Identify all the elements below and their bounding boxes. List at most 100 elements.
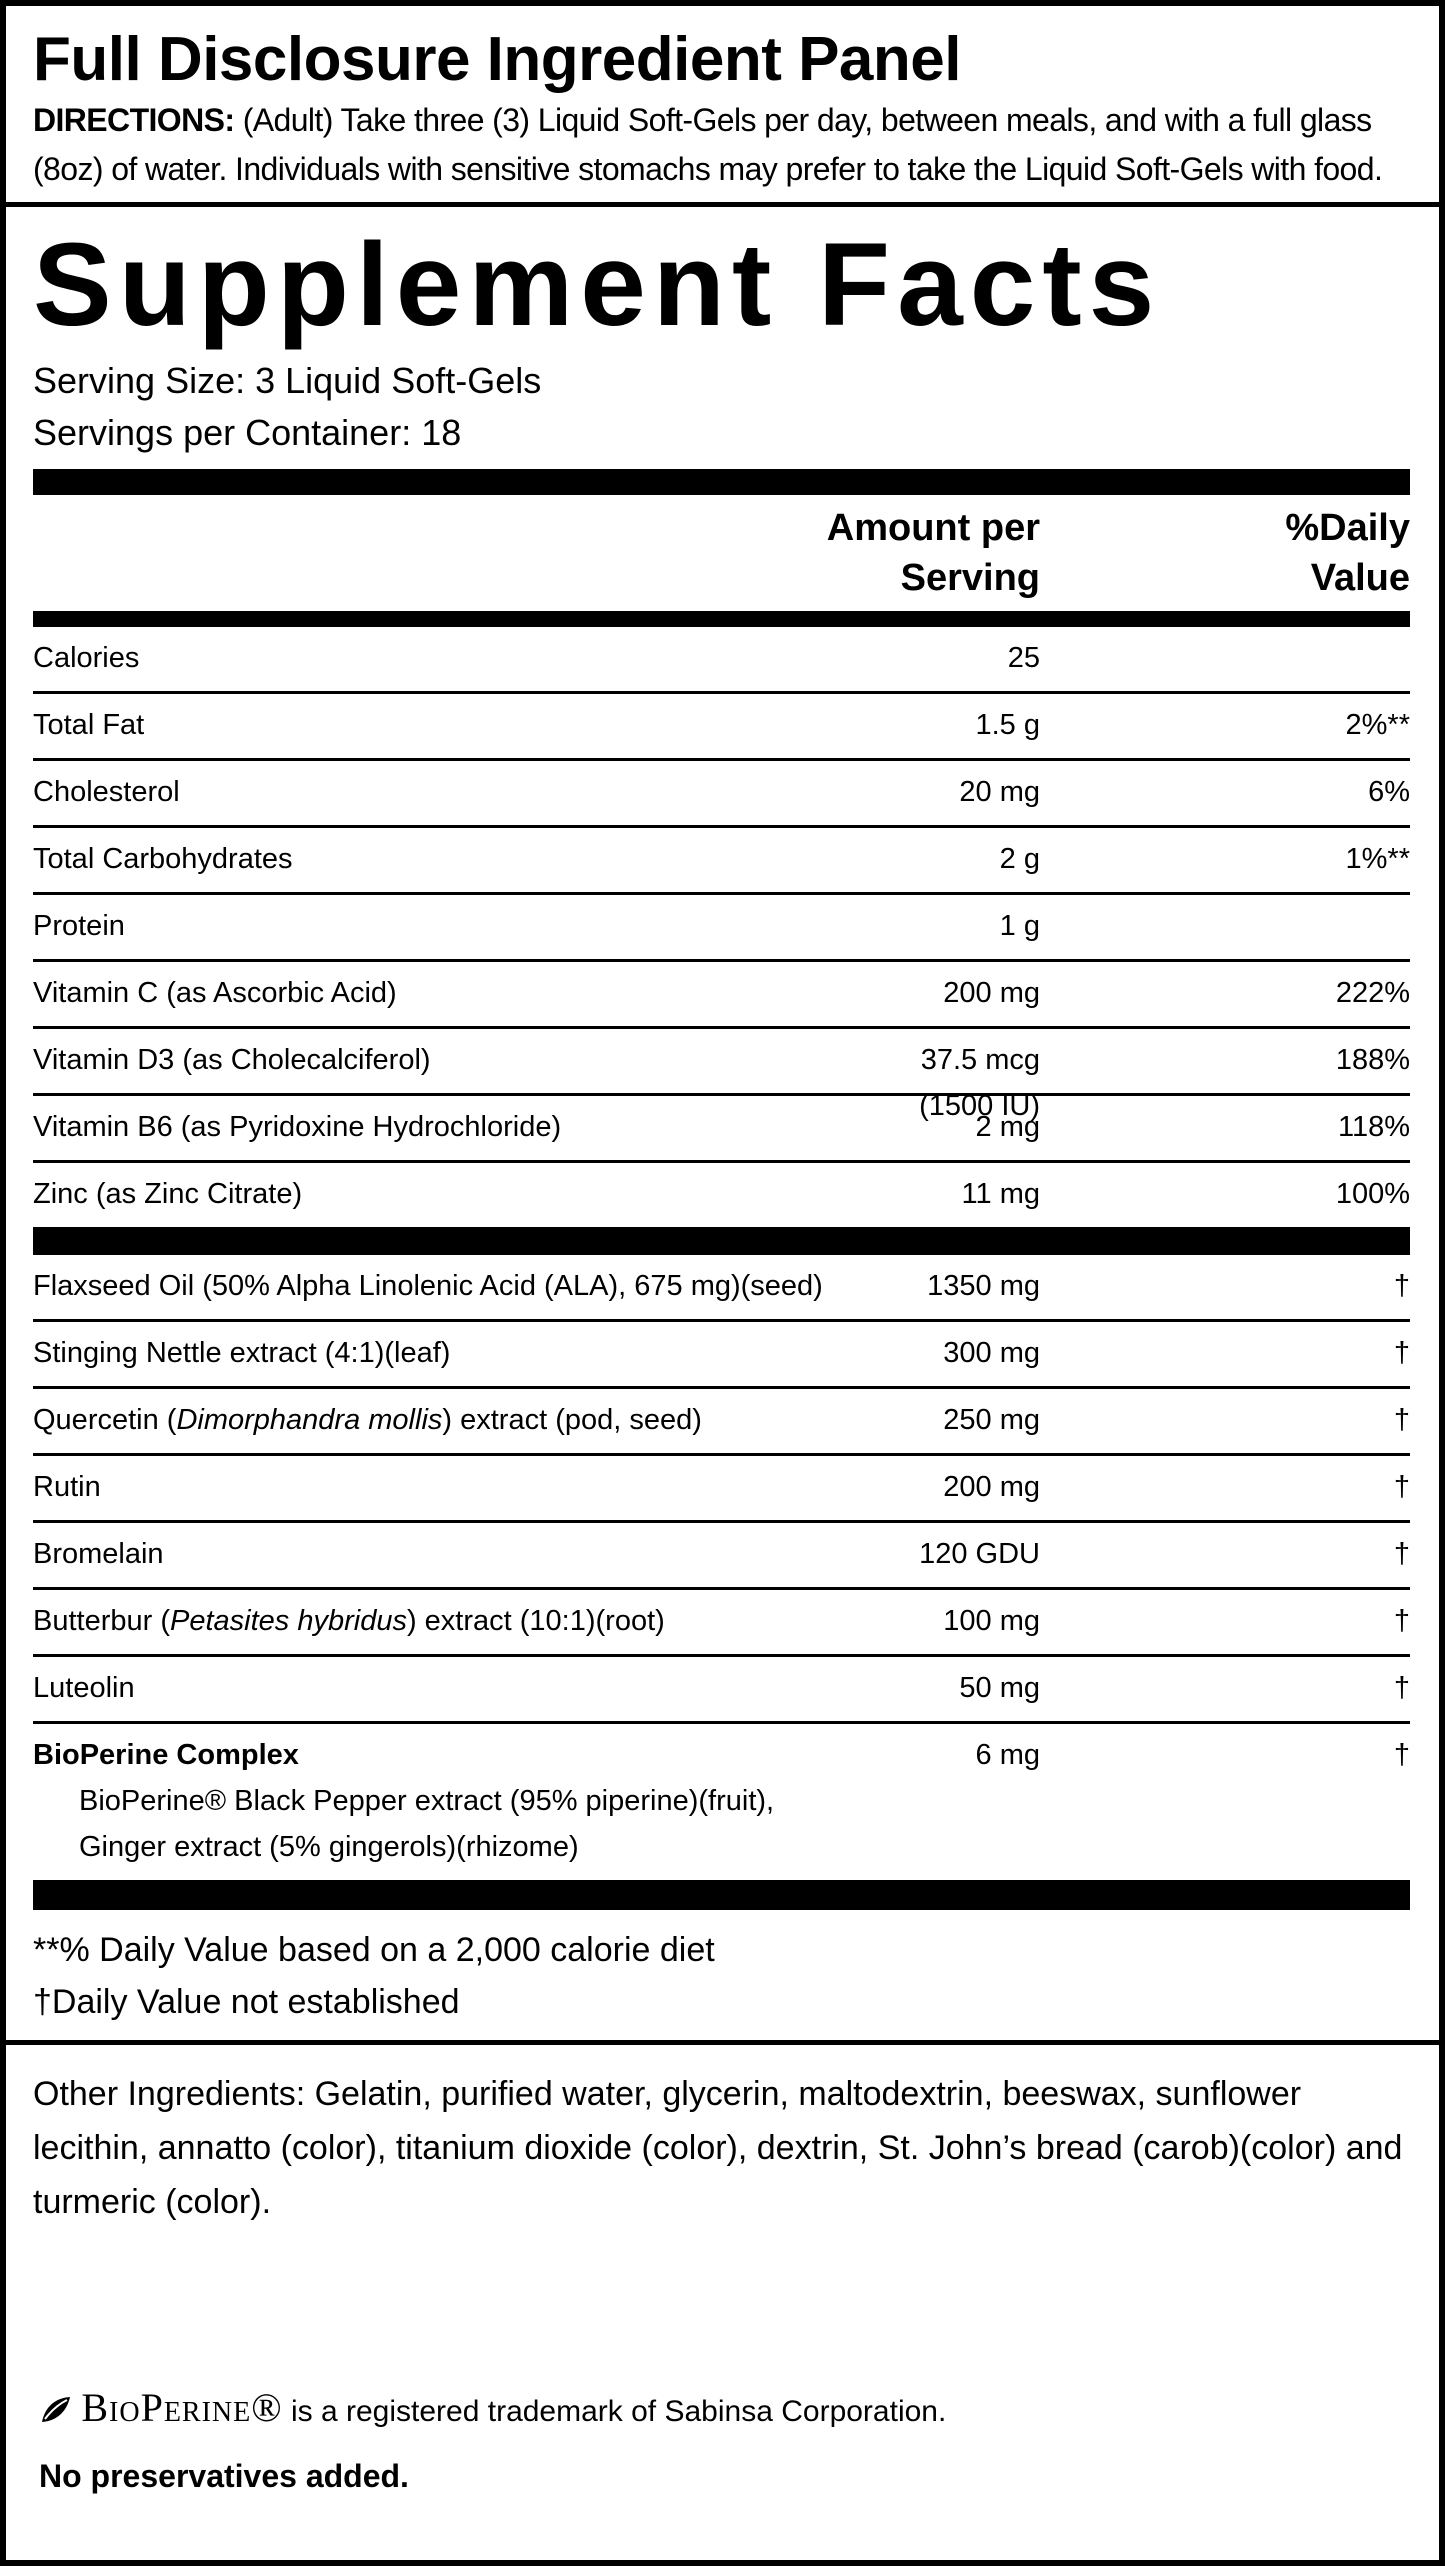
row-amount-cell: 250 mg <box>943 1397 1040 1443</box>
row-name: Bromelain <box>33 1538 164 1570</box>
row-name: BioPerine Complex <box>33 1739 299 1771</box>
brand: BioPerine® <box>81 2385 283 2430</box>
row-amount-cell: 100 mg <box>943 1598 1040 1644</box>
row: Zinc (as Zinc Citrate) 11 mg 100% <box>33 1160 1410 1227</box>
row-amount-cell: 50 mg <box>959 1665 1040 1711</box>
row-daily-value: † <box>1393 1337 1410 1369</box>
row-name: Rutin <box>33 1471 101 1503</box>
row: Rutin 200 mg † <box>33 1453 1410 1520</box>
row-daily-value: 2%** <box>1345 709 1411 741</box>
thick-bar <box>33 469 1410 495</box>
row-name-italic: Petasites hybridus <box>170 1605 407 1637</box>
row-name: Vitamin B6 (as Pyridoxine Hydrochloride) <box>33 1111 562 1143</box>
row: Total Fat 1.5 g 2%** <box>33 691 1410 758</box>
row-amount: 200 mg <box>943 977 1040 1009</box>
row-amount-cell: 25 <box>1008 635 1040 681</box>
note: No preservatives added. <box>39 2458 409 2494</box>
header: Full Disclosure Ingredient Panel DIRECTI… <box>6 6 1439 202</box>
row: Vitamin B6 (as Pyridoxine Hydrochloride)… <box>33 1093 1410 1160</box>
row-daily-value: 100% <box>1335 1178 1410 1210</box>
row: Butterbur (Petasites hybridus) extract (… <box>33 1587 1410 1654</box>
row-amount: 300 mg <box>943 1337 1040 1369</box>
row-amount: 1 g <box>999 910 1040 942</box>
amount-header: Amount per Serving <box>826 507 1040 599</box>
panel-title: Full Disclosure Ingredient Panel <box>33 25 962 94</box>
row-amount: 25 <box>1007 642 1040 674</box>
row: Total Carbohydrates 2 g 1%** <box>33 825 1410 892</box>
row-amount: 37.5 mcg <box>920 1044 1040 1076</box>
row: Stinging Nettle extract (4:1)(leaf) 300 m… <box>33 1319 1410 1386</box>
row-amount: 1350 mg <box>927 1270 1040 1302</box>
row: BioPerine Complex BioPerine® Black Pepper… <box>33 1721 1410 1880</box>
row-name: Total Carbohydrates <box>33 843 293 875</box>
row-name: Flaxseed Oil (50% Alpha Linolenic Acid (… <box>33 1270 823 1302</box>
row: Vitamin D3 (as Cholecalciferol) 37.5 mcg(… <box>33 1026 1410 1122</box>
facts-rows: Calories 25 Total Fat 1.5 g 2%** Cholesterol 2… <box>33 627 1410 1880</box>
footnotes: **% Daily Value based on a 2,000 calorie… <box>33 1910 1410 2040</box>
row: Cholesterol 20 mg 6% <box>33 758 1410 825</box>
row-daily-value: 188% <box>1335 1044 1410 1076</box>
row-amount-cell: 2 g <box>1000 836 1040 882</box>
row: Protein 1 g <box>33 892 1410 959</box>
row-name: Vitamin C (as Ascorbic Acid) <box>33 977 397 1009</box>
footnote: †Daily Value not established <box>33 1983 460 2021</box>
row: Calories 25 <box>33 627 1410 691</box>
row-detail: Ginger extract (5% gingerols)(rhizome) <box>79 1831 579 1863</box>
row-amount: 100 mg <box>943 1605 1040 1637</box>
directions-label: DIRECTIONS: <box>33 102 235 138</box>
serving-size: Serving Size: 3 Liquid Soft-Gels <box>33 360 542 401</box>
row: Quercetin (Dimorphandra mollis) extract … <box>33 1386 1410 1453</box>
divider <box>6 2040 1439 2045</box>
servings-per-container: Servings per Container: 18 <box>33 412 462 453</box>
row-daily-value: † <box>1393 1471 1410 1503</box>
footnote: **% Daily Value based on a 2,000 calorie… <box>33 1931 715 1969</box>
facts-title: Supplement Facts <box>33 219 1162 351</box>
row-detail: BioPerine® Black Pepper extract (95% pip… <box>79 1785 775 1817</box>
row-amount: 200 mg <box>943 1471 1040 1503</box>
row-amount: 2 g <box>999 843 1040 875</box>
column-headers: Amount per Serving %Daily Value <box>33 495 1410 611</box>
trademark: BioPerine® is a registered trademark of … <box>39 2384 946 2431</box>
divider <box>6 202 1439 207</box>
row-name: Stinging Nettle extract (4:1)(leaf) <box>33 1337 451 1369</box>
row-name: Quercetin (Dimorphandra mollis) extract … <box>33 1404 702 1436</box>
daily-value-header: %Daily Value <box>1285 507 1410 599</box>
row-name: Zinc (as Zinc Citrate) <box>33 1178 303 1210</box>
row-daily-value: † <box>1393 1270 1410 1302</box>
row-daily-value: 6% <box>1368 776 1410 808</box>
row-daily-value: † <box>1393 1672 1410 1704</box>
row-name: Calories <box>33 642 140 674</box>
medium-bar <box>33 611 1410 627</box>
row-amount: 11 mg <box>961 1178 1040 1210</box>
row-amount-cell: 11 mg <box>962 1171 1040 1217</box>
row-amount: 2 mg <box>975 1111 1040 1143</box>
trademark-text: is a registered trademark of Sabinsa Cor… <box>290 2395 947 2428</box>
row-amount: 50 mg <box>959 1672 1040 1704</box>
other-ingredients: Other Ingredients: Gelatin, purified wat… <box>33 2075 1403 2221</box>
row-amount: 6 mg <box>975 1739 1040 1771</box>
row-amount-cell: 20 mg <box>959 769 1040 815</box>
row-amount-cell: 1 g <box>1000 903 1040 949</box>
row-daily-value: 222% <box>1335 977 1410 1009</box>
row-daily-value: † <box>1393 1605 1410 1637</box>
row-name: Luteolin <box>33 1672 135 1704</box>
directions: DIRECTIONS: (Adult) Take three (3) Liqui… <box>33 96 1410 202</box>
row-name: Butterbur (Petasites hybridus) extract (… <box>33 1605 665 1637</box>
row-amount: 250 mg <box>943 1404 1040 1436</box>
row-daily-value: † <box>1393 1404 1410 1436</box>
thick-bar <box>33 1880 1410 1910</box>
row-amount: 20 mg <box>959 776 1040 808</box>
row-name-italic: Dimorphandra mollis <box>176 1404 443 1436</box>
directions-text: (Adult) Take three (3) Liquid Soft-Gels … <box>33 102 1383 187</box>
row-amount-cell: 120 GDU <box>919 1531 1040 1577</box>
row-amount-cell: 300 mg <box>943 1330 1040 1376</box>
row-amount: 120 GDU <box>919 1538 1040 1570</box>
row: Luteolin 50 mg † <box>33 1654 1410 1721</box>
row-amount-cell: 6 mg <box>976 1732 1040 1778</box>
row-daily-value: † <box>1393 1739 1410 1771</box>
row-amount: 1.5 g <box>975 709 1041 741</box>
facts: Supplement Facts Serving Size: 3 Liquid … <box>6 215 1439 2040</box>
row: Vitamin C (as Ascorbic Acid) 200 mg 222% <box>33 959 1410 1026</box>
row-amount-cell: 1.5 g <box>976 702 1041 748</box>
